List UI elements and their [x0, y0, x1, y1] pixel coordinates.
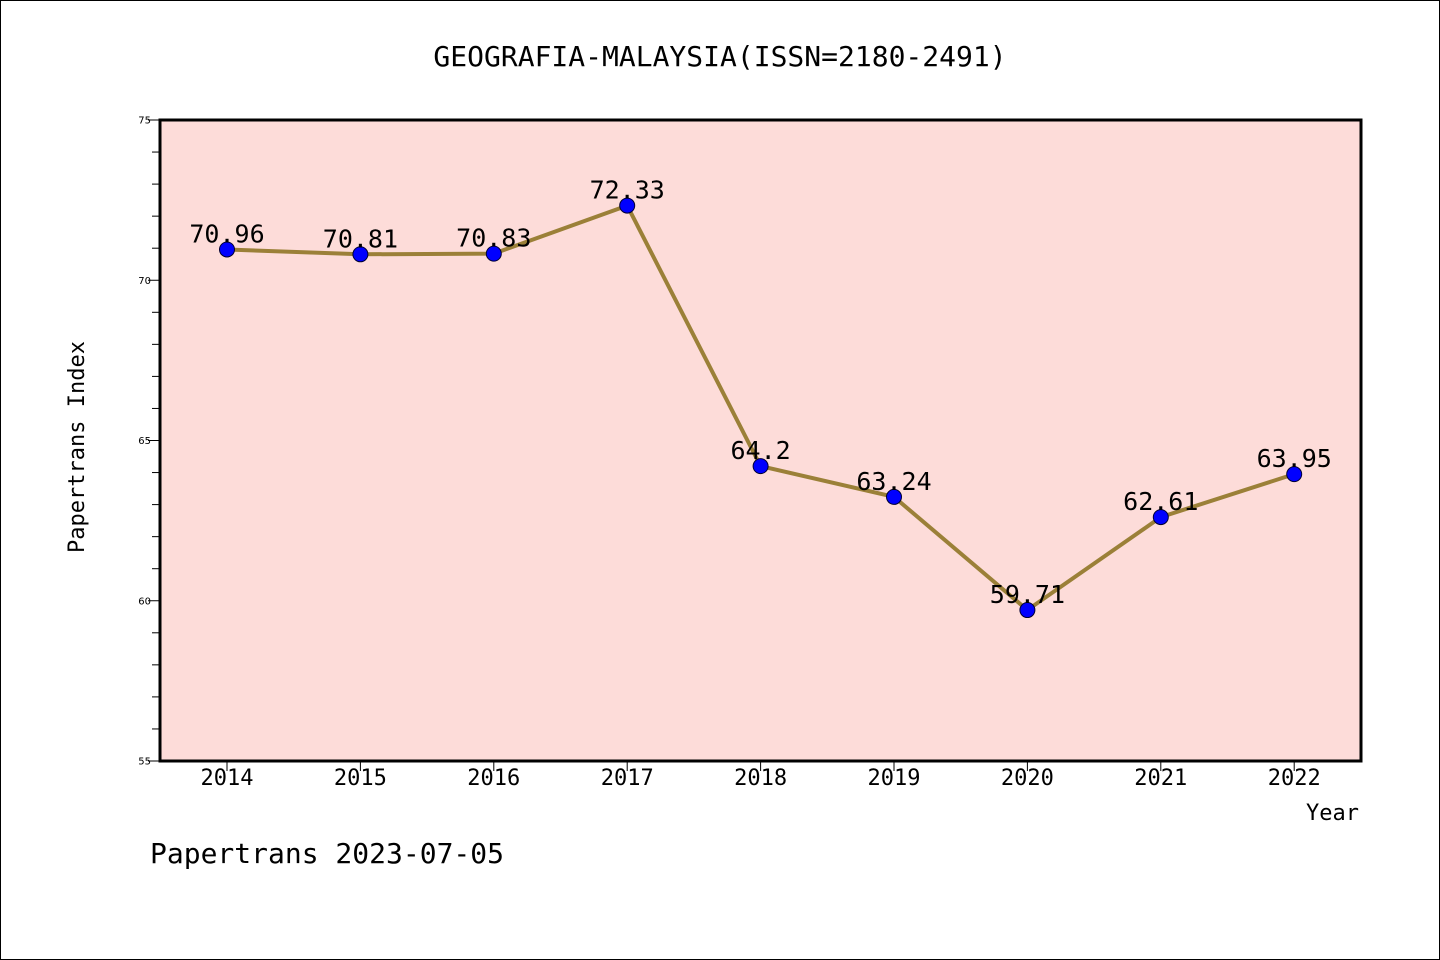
data-point: [619, 197, 636, 214]
data-point: [219, 241, 235, 258]
plot-border: [158, 118, 1363, 763]
x-tick-label: 2020: [1001, 766, 1054, 791]
x-tick-label: 2014: [201, 766, 254, 791]
data-point: [1286, 466, 1303, 483]
x-tick-label: 2015: [334, 766, 387, 791]
data-label: 70.96: [189, 219, 264, 248]
data-point: [485, 245, 502, 262]
x-axis: 2014 2015 2016 2017 2018 2019 2020 2021 2022: [201, 761, 1321, 791]
data-labels: 70.96 70.81 70.83 72.33 64.2 63.24 59.71 62.61 6…: [189, 176, 1331, 609]
y-tick-label: 75: [138, 116, 151, 127]
data-label: 63.24: [856, 467, 931, 496]
x-tick-label: 2021: [1134, 766, 1187, 791]
data-point: [752, 458, 769, 475]
y-tick-label: 70: [138, 276, 151, 287]
data-label: 63.95: [1257, 444, 1332, 473]
data-label: 70.83: [456, 224, 531, 253]
y-axis-label: Papertrans Index: [65, 341, 90, 553]
data-point: [1152, 509, 1169, 526]
data-point: [352, 246, 369, 263]
chart-title: GEOGRAFIA-MALAYSIA(ISSN=2180-2491): [433, 40, 1006, 73]
y-tick-label: 65: [138, 436, 151, 447]
x-tick-label: 2016: [467, 766, 520, 791]
y-tick-label: 60: [138, 596, 151, 607]
footer-text: Papertrans 2023-07-05: [150, 837, 504, 870]
series-markers: [219, 197, 1303, 619]
data-label: 62.61: [1123, 487, 1198, 516]
y-tick-label: 55: [138, 757, 151, 768]
x-tick-label: 2017: [601, 766, 654, 791]
data-label: 64.2: [730, 436, 790, 465]
data-point: [886, 488, 902, 505]
data-label: 72.33: [590, 176, 665, 205]
x-tick-label: 2019: [868, 766, 921, 791]
data-point: [1019, 602, 1036, 619]
y-axis: 55 60 65 70 75: [138, 116, 160, 768]
x-tick-label: 2018: [734, 766, 787, 791]
x-tick-label: 2022: [1268, 766, 1321, 791]
plot-area: [160, 120, 1361, 761]
data-label: 70.81: [323, 224, 398, 253]
data-label: 59.71: [990, 580, 1065, 609]
x-axis-label: Year: [1306, 801, 1359, 826]
